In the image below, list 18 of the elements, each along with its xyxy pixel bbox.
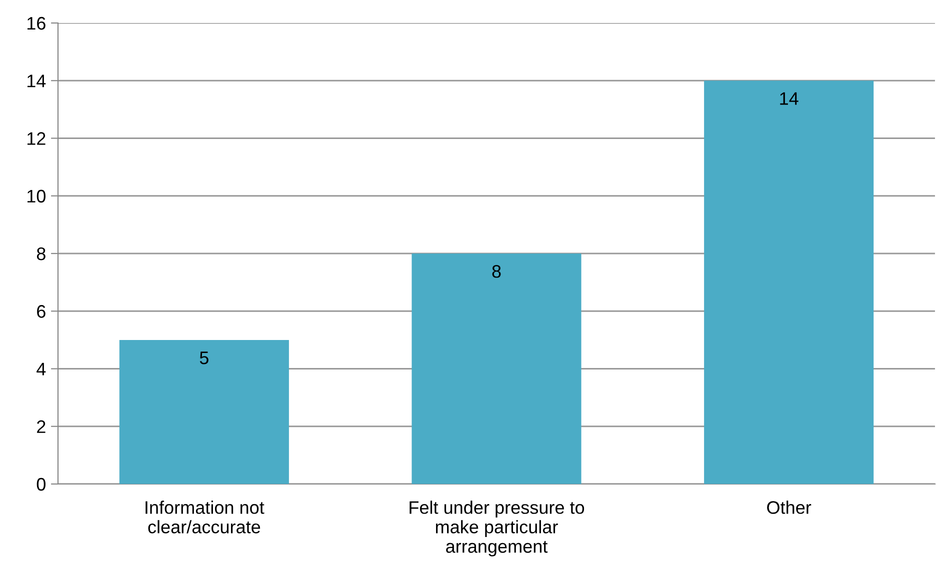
y-tick-label: 2 (37, 420, 46, 433)
bar (412, 254, 582, 484)
x-tick-label: Other (767, 500, 812, 514)
bar (704, 80, 874, 484)
y-tick-label: 4 (36, 362, 46, 376)
x-tick-label: Felt under pressure to make particular arrangement (410, 500, 584, 556)
y-tick-label: 16 (27, 16, 46, 30)
y-tick-label: 12 (27, 132, 46, 145)
x-tick-label: Information not clear/accurate (146, 500, 264, 534)
bar (119, 340, 289, 484)
data-label: 8 (492, 265, 501, 278)
y-tick-label: 0 (36, 478, 46, 491)
y-tick-label: 10 (27, 190, 46, 203)
data-label: 5 (200, 352, 208, 364)
data-label: 14 (780, 92, 798, 105)
y-tick-label: 14 (27, 74, 46, 88)
y-tick-label: 8 (36, 247, 46, 260)
y-tick-label: 6 (37, 305, 46, 318)
